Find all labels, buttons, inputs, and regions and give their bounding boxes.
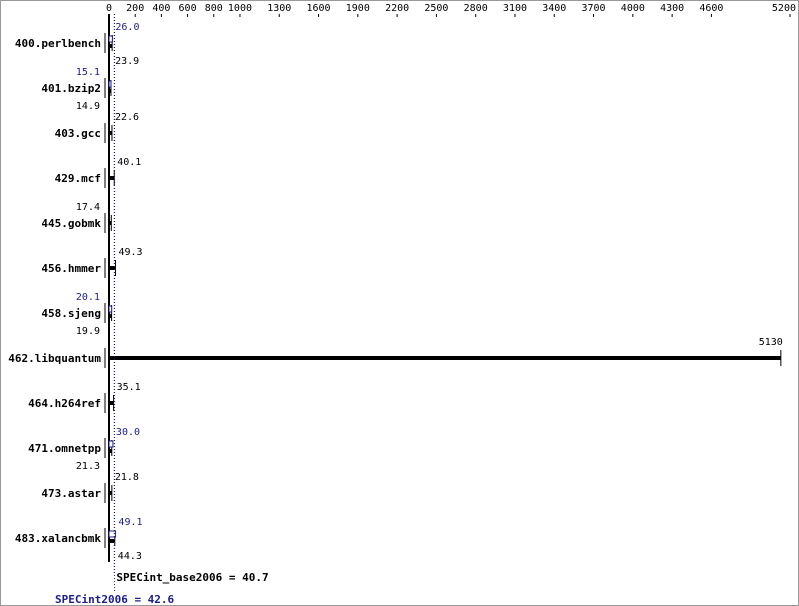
category-label: 458.sjeng — [41, 307, 101, 320]
category-label: 429.mcf — [55, 172, 101, 185]
category-label: 471.omnetpp — [28, 442, 101, 455]
category-label: 464.h264ref — [28, 397, 101, 410]
peak-value-label: 20.1 — [76, 292, 100, 303]
base-bar — [109, 221, 112, 225]
category-label: 445.gobmk — [41, 217, 101, 230]
base-bar — [109, 401, 114, 405]
category-label: 400.perlbench — [15, 37, 101, 50]
base-value-label: 19.9 — [76, 326, 100, 337]
category-label: 462.libquantum — [8, 352, 101, 365]
category-label: 456.hmmer — [41, 262, 101, 275]
base-bar — [109, 176, 115, 180]
peak-bar — [108, 305, 113, 313]
x-tick-label: 1600 — [306, 3, 330, 14]
peak-bar — [108, 440, 114, 448]
base-value-label: 23.9 — [115, 56, 139, 67]
category-label: 473.astar — [41, 487, 101, 500]
base-bar — [109, 89, 111, 93]
peak-bar — [108, 530, 116, 538]
x-tick-label: 0 — [106, 3, 112, 14]
x-tick-label: 800 — [205, 3, 223, 14]
peak-value-label: 30.0 — [116, 427, 140, 438]
base-bar — [109, 266, 116, 270]
x-tick-label: 2500 — [424, 3, 448, 14]
x-tick-label: 1000 — [228, 3, 252, 14]
x-tick-label: 4300 — [660, 3, 684, 14]
x-tick-label: 4000 — [621, 3, 645, 14]
base-value-label: 49.3 — [118, 247, 142, 258]
base-value-label: 17.4 — [76, 202, 100, 213]
base-bar — [109, 449, 112, 453]
category-label: 483.xalancbmk — [15, 532, 101, 545]
x-tick-label: 3400 — [542, 3, 566, 14]
base-value-label: 5130 — [759, 337, 783, 348]
peak-value-label: 49.1 — [118, 517, 142, 528]
x-tick-label: 1300 — [267, 3, 291, 14]
base-value-label: 14.9 — [76, 101, 100, 112]
peak-value-label: 26.0 — [115, 22, 139, 33]
peak-bar — [108, 80, 112, 88]
category-label: 401.bzip2 — [41, 82, 101, 95]
summary-label: SPECint2006 = 42.6 — [55, 593, 175, 606]
x-tick-label: 3100 — [503, 3, 527, 14]
peak-value-label: 15.1 — [76, 67, 100, 78]
base-bar — [109, 44, 113, 48]
x-tick-label: 2200 — [385, 3, 409, 14]
base-bar — [109, 131, 112, 135]
x-tick-label: 200 — [126, 3, 144, 14]
x-tick-label: 4600 — [699, 3, 723, 14]
base-value-label: 35.1 — [117, 382, 141, 393]
base-value-label: 21.8 — [115, 472, 139, 483]
base-bar — [109, 356, 781, 360]
x-tick-label: 1900 — [346, 3, 370, 14]
base-value-label: 22.6 — [115, 112, 139, 123]
x-tick-label: 600 — [179, 3, 197, 14]
base-bar — [109, 491, 112, 495]
base-bar — [109, 314, 112, 318]
x-tick-label: 2800 — [464, 3, 488, 14]
base-value-label: 40.1 — [117, 157, 141, 168]
x-tick-label: 5200 — [772, 3, 796, 14]
x-tick-label: 3700 — [582, 3, 606, 14]
base-value-label: 21.3 — [76, 461, 100, 472]
peak-bar — [108, 35, 113, 43]
base-bar — [109, 539, 115, 543]
summary-label: SPECint_base2006 = 40.7 — [116, 571, 268, 584]
x-tick-label: 400 — [152, 3, 170, 14]
base-value-label: 44.3 — [118, 551, 142, 562]
category-label: 403.gcc — [55, 127, 101, 140]
